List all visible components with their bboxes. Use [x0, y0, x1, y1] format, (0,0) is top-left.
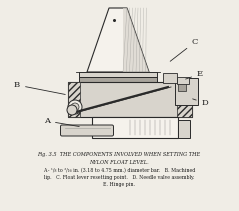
Bar — [68, 82, 192, 117]
FancyBboxPatch shape — [60, 125, 114, 136]
Text: B: B — [14, 81, 65, 95]
Circle shape — [71, 103, 79, 111]
Text: C: C — [170, 38, 198, 61]
Text: lip.   C. Float lever resetting point.   D. Needle valve assembly.: lip. C. Float lever resetting point. D. … — [44, 175, 194, 180]
Bar — [175, 78, 198, 105]
Circle shape — [67, 105, 77, 115]
Text: A: A — [44, 117, 79, 127]
Bar — [92, 117, 178, 138]
Text: E: E — [186, 70, 203, 79]
Bar — [177, 82, 192, 117]
Bar — [79, 77, 157, 82]
Text: Fig. 3.5  THE COMPONENTS INVOLVED WHEN SETTING THE: Fig. 3.5 THE COMPONENTS INVOLVED WHEN SE… — [38, 152, 201, 157]
Bar — [68, 82, 80, 117]
Text: NYLON FLOAT LEVEL.: NYLON FLOAT LEVEL. — [89, 160, 149, 165]
Bar — [79, 72, 157, 77]
Bar — [163, 73, 177, 83]
Bar — [177, 77, 189, 84]
Text: A - ¹/₈ to ³/₁₆ in. (3.18 to 4.75 mm.) diameter bar.   B. Machined: A - ¹/₈ to ³/₁₆ in. (3.18 to 4.75 mm.) d… — [43, 168, 195, 173]
Text: D: D — [193, 99, 208, 107]
Polygon shape — [87, 8, 149, 72]
Circle shape — [68, 100, 82, 114]
Bar — [178, 120, 190, 138]
Polygon shape — [123, 8, 149, 72]
Bar — [178, 83, 186, 91]
Text: E. Hinge pin.: E. Hinge pin. — [103, 182, 135, 187]
